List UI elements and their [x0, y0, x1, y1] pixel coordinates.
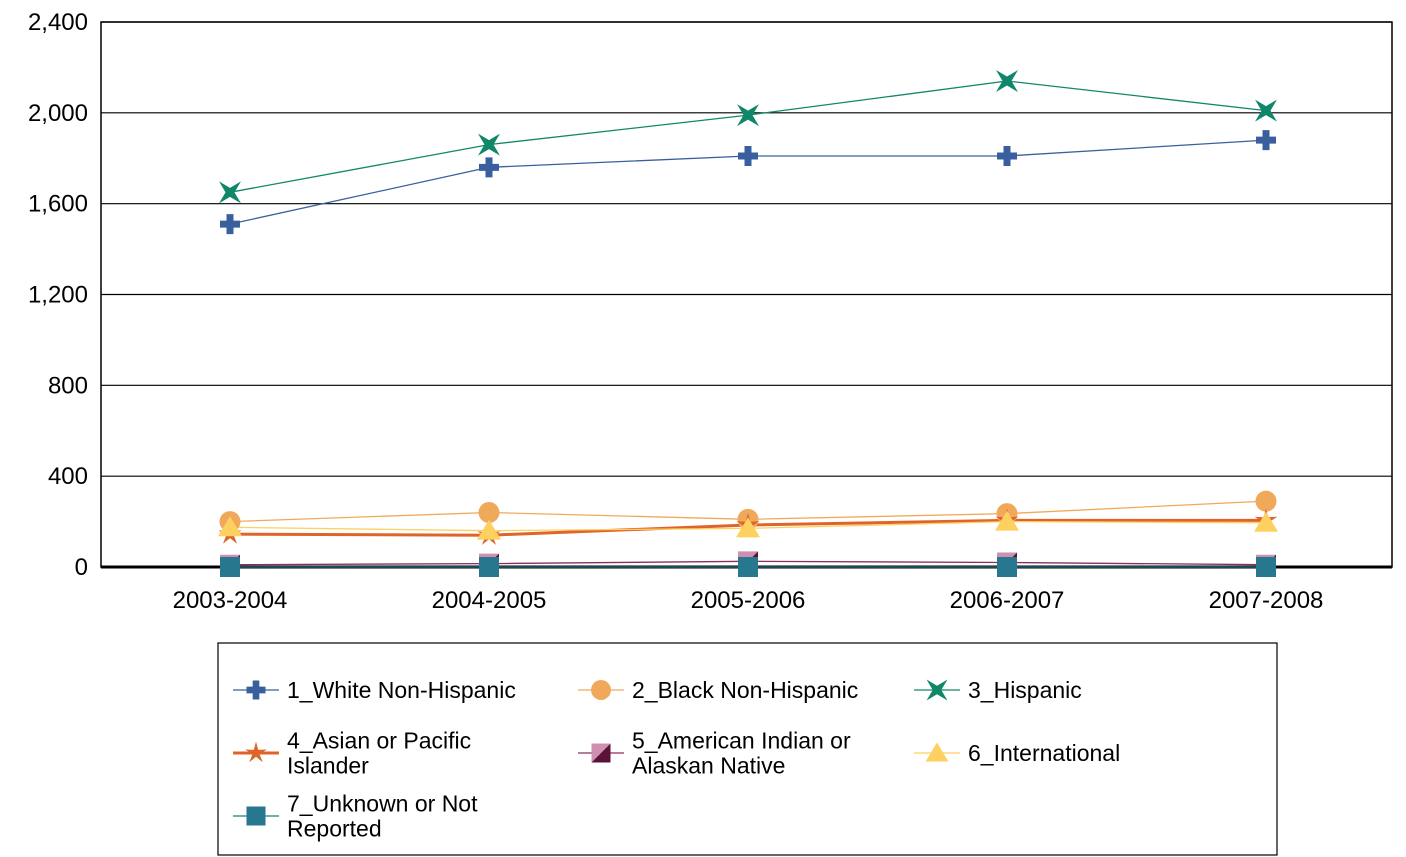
star-marker-shape: [478, 134, 500, 156]
data-point-markers: [218, 70, 1278, 577]
data-point-marker: [478, 134, 500, 156]
data-point-marker: [479, 157, 499, 177]
plus-marker-shape: [738, 146, 758, 166]
legend-label: 1_White Non-Hispanic: [287, 677, 516, 703]
legend-marker: [247, 807, 266, 826]
data-point-marker: [997, 557, 1017, 577]
square-marker-shape: [997, 557, 1017, 577]
legend-label: Islander: [287, 753, 369, 779]
y-tick-label: 2,000: [28, 100, 88, 127]
square-marker-shape: [738, 557, 758, 577]
x-tick-label: 2004-2005: [432, 587, 547, 614]
legend-label: 6_International: [968, 740, 1120, 766]
star-marker-shape: [737, 104, 759, 126]
square-marker-shape: [479, 557, 499, 577]
series-line: [230, 81, 1266, 192]
legend-label: 5_American Indian or: [632, 728, 851, 754]
plus-marker-shape: [1256, 130, 1276, 150]
square-marker-shape: [220, 557, 240, 577]
plus-marker-shape: [220, 214, 240, 234]
data-point-marker: [220, 557, 240, 577]
data-point-marker: [996, 70, 1018, 92]
data-point-marker: [479, 557, 499, 577]
data-point-marker: [1256, 557, 1276, 577]
legend-label: 2_Black Non-Hispanic: [632, 677, 858, 703]
y-tick-label: 1,600: [28, 191, 88, 218]
legend-label: 4_Asian or Pacific: [287, 728, 471, 754]
y-tick-label: 400: [48, 463, 88, 490]
square-marker-shape: [247, 807, 266, 826]
square-marker-shape: [1256, 557, 1276, 577]
x-tick-label: 2005-2006: [691, 587, 806, 614]
legend-label: 3_Hispanic: [968, 677, 1082, 703]
plus-marker-shape: [479, 157, 499, 177]
gridlines: [101, 22, 1392, 476]
star-marker-shape: [219, 181, 241, 203]
legend-label: Alaskan Native: [632, 753, 785, 779]
legend-label: 7_Unknown or Not: [287, 791, 478, 817]
x-tick-label: 2007-2008: [1209, 587, 1324, 614]
data-point-marker: [477, 520, 501, 540]
y-tick-label: 800: [48, 372, 88, 399]
legend-marker: [591, 680, 611, 700]
legend-label: Reported: [287, 816, 382, 842]
star-marker-shape: [1255, 100, 1277, 122]
triangle-marker-shape: [477, 520, 501, 540]
data-point-marker: [1256, 130, 1276, 150]
data-point-marker: [738, 146, 758, 166]
data-point-marker: [997, 146, 1017, 166]
y-tick-label: 0: [75, 554, 88, 581]
legend-marker: [592, 744, 611, 763]
y-tick-label: 2,400: [28, 9, 88, 36]
data-point-marker: [220, 214, 240, 234]
y-axis-tick-labels: 0 400 800 1,200 1,600 2,000 2,400: [28, 9, 88, 581]
data-point-marker: [738, 557, 758, 577]
x-tick-label: 2003-2004: [173, 587, 288, 614]
circle-marker-shape: [591, 680, 611, 700]
plus-marker-shape: [997, 146, 1017, 166]
x-tick-label: 2006-2007: [950, 587, 1065, 614]
data-point-marker: [219, 181, 241, 203]
data-point-marker: [737, 104, 759, 126]
x-axis-tick-labels: 2003-2004 2004-2005 2005-2006 2006-2007 2007…: [173, 587, 1324, 614]
star-marker-shape: [996, 70, 1018, 92]
data-point-marker: [1255, 100, 1277, 122]
y-tick-label: 1,200: [28, 282, 88, 309]
